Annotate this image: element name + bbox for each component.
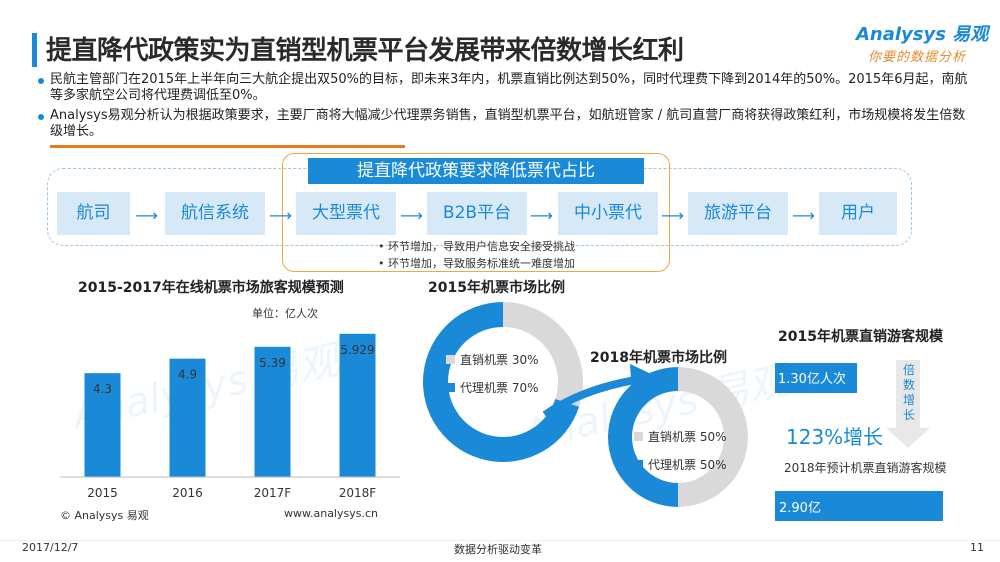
arrow-right-icon: ⟶ (530, 206, 553, 225)
arrow-right-icon: ⟶ (135, 206, 158, 225)
growth-char: 长 (902, 408, 915, 422)
footer-date: 2017/12/7 (22, 541, 79, 554)
pie-2018-title: 2018年机票市场比例 (590, 350, 727, 366)
bar (84, 373, 121, 477)
title-accent-bar (32, 33, 37, 67)
donut-slice (423, 302, 580, 462)
direct-2015-bar (775, 363, 857, 393)
bar-value-label: 5.929 (340, 343, 374, 357)
pie-2015-title: 2015年机票市场比例 (428, 280, 565, 296)
orange-divider (50, 145, 405, 148)
bar (339, 333, 376, 477)
arrow-right-icon: ⟶ (792, 206, 815, 225)
down-arrow-icon (886, 428, 930, 448)
flow-node-large-agent: 大型票代 (296, 192, 396, 235)
bar-value-label: 5.39 (259, 356, 286, 370)
footer-slogan: 数据分析驱动变革 (454, 543, 542, 556)
flow-node-travel-platform: 旅游平台 (688, 192, 788, 235)
growth-label: 123%增长 (786, 425, 884, 449)
direct-2015-value: 1.30亿人次 (778, 372, 846, 387)
bullet-analysis-text: Analysys易观分析认为根据政策要求，主要厂商将大幅减少代理票务销售，直销型… (50, 108, 966, 139)
bar (254, 346, 291, 477)
bullet-dot-icon (38, 78, 44, 84)
arrow-right-icon: ⟶ (269, 206, 292, 225)
flow-node-airline: 航司 (57, 192, 130, 235)
legend-label: 代理机票 50% (648, 458, 727, 472)
flow-node-user: 用户 (819, 192, 897, 235)
bar-value-label: 4.9 (178, 368, 197, 382)
legend-swatch (634, 432, 643, 441)
legend-label: 直销机票 30% (460, 353, 539, 367)
bullet-policy-text: 民航主管部门在2015年上半年向三大航企提出双50%的目标，即未来3年内，机票直… (50, 72, 968, 103)
growth-char: 增 (902, 393, 915, 407)
bullet-policy: 民航主管部门在2015年上半年向三大航企提出双50%的目标，即未来3年内，机票直… (38, 72, 970, 104)
bar-category-label: 2016 (172, 486, 203, 500)
legend-swatch (446, 355, 455, 364)
growth-char: 数 (902, 378, 915, 392)
page-title: 提直降代政策实为直销型机票平台发展带来倍数增长红利 (46, 36, 684, 66)
flow-node-b2b: B2B平台 (427, 192, 527, 235)
source-left: © Analysys 易观 (60, 509, 149, 522)
arrow-right-icon: ⟶ (400, 206, 423, 225)
policy-title: 提直降代政策要求降低票代占比 (308, 158, 644, 184)
legend-label: 代理机票 70% (460, 381, 539, 395)
legend-swatch (634, 460, 643, 469)
arrow-right-icon: ⟶ (661, 206, 684, 225)
bar-category-label: 2018F (339, 486, 377, 500)
bar-chart-unit: 单位：亿人次 (252, 307, 318, 320)
bullet-analysis: Analysys易观分析认为根据政策要求，主要厂商将大幅减少代理票务销售，直销型… (38, 108, 970, 140)
flow-note-standard: • 环节增加，导致服务标准统一难度增加 (378, 257, 575, 270)
direct-2015-title: 2015年机票直销游客规模 (778, 329, 943, 345)
bar-chart-title: 2015-2017年在线机票市场旅客规模预测 (78, 280, 344, 296)
flow-node-gds: 航信系统 (165, 192, 265, 235)
bar (169, 358, 206, 477)
donut-slice (608, 367, 678, 507)
growth-vertical-text: 倍 数 增 长 (902, 363, 916, 423)
flow-note-security: • 环节增加，导致用户信息安全接受挑战 (378, 240, 575, 253)
flow-node-small-agent: 中小票代 (558, 192, 658, 235)
legend-label: 直销机票 50% (648, 430, 727, 444)
policy-highlight-box (282, 153, 670, 272)
bar-value-label: 4.3 (93, 382, 112, 396)
donut-chart-2015: 直销机票 30% 代理机票 70% (423, 302, 583, 462)
bar-chart: 4.3 2015 4.9 2016 5.39 2017F 5.929 2018F (60, 333, 400, 500)
source-right: www.analysys.cn (284, 507, 378, 520)
donut-chart-2018: 直销机票 50% 代理机票 50% (608, 367, 748, 507)
page-number: 11 (970, 541, 984, 554)
donut-slice (503, 302, 583, 407)
bar-category-label: 2017F (254, 486, 292, 500)
donut-slice (678, 367, 748, 507)
legend-swatch (446, 383, 455, 392)
growth-char: 倍 (902, 363, 915, 377)
logo-brand: Analysys 易观 (856, 24, 989, 45)
direct-2018-value: 2.90亿 (779, 501, 821, 516)
bar-category-label: 2015 (87, 486, 118, 500)
growth-arrow-shaft (896, 360, 920, 430)
analysys-logo: Analysys 易观 你要的数据分析 (856, 20, 989, 70)
direct-2018-title: 2018年预计机票直销游客规模 (784, 461, 947, 475)
footer-divider (0, 540, 1000, 541)
bullet-dot-icon (38, 114, 44, 120)
logo-tagline: 你要的数据分析 (868, 50, 967, 65)
direct-2018-bar (775, 491, 943, 521)
